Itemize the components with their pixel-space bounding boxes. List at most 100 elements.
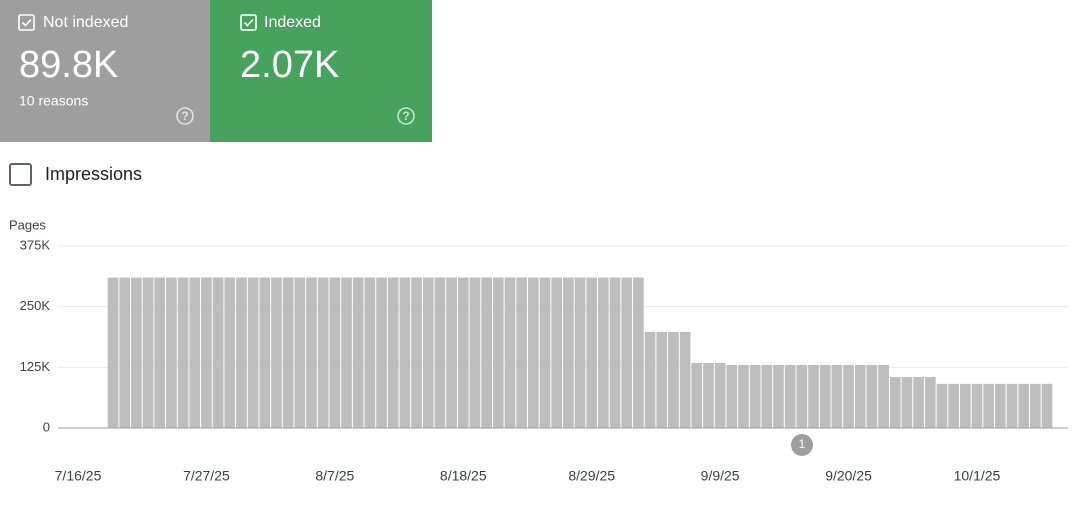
bar [294,277,306,428]
y-axis-label: Pages [9,217,46,232]
bar [784,364,796,428]
x-tick-label: 9/20/25 [825,468,872,484]
card-checkboxes [18,14,415,125]
help-icons: ?? [181,109,409,123]
bar [598,277,609,428]
bar [1041,383,1053,428]
bar [563,277,574,428]
bar [189,277,201,428]
card-label: Indexed [264,14,321,31]
bar [843,364,854,428]
card-not-indexed[interactable] [0,0,210,142]
bar [422,277,434,428]
svg-text:?: ? [402,109,409,123]
bar [808,364,819,428]
bar [492,277,504,428]
bar [119,277,131,428]
card-indexed[interactable] [210,0,432,142]
bar [527,277,539,428]
bar [317,277,329,428]
card-label: Not indexed [43,14,128,31]
annotation-label[interactable]: 1 [799,437,806,451]
x-tick-label: 8/7/25 [315,468,354,484]
bar [469,277,481,428]
bar [329,277,341,428]
bar [551,277,563,428]
bar [936,383,948,428]
impressions-label[interactable]: Impressions [45,164,142,184]
y-tick-label: 125K [20,359,51,374]
bar [714,362,726,428]
bar [633,277,644,428]
y-tick-label: 375K [20,237,51,252]
bar [1030,383,1041,428]
bar [878,364,889,428]
x-tick-label: 8/29/25 [568,468,615,484]
x-tick-label: 7/27/25 [183,468,230,484]
x-tick-label: 8/18/25 [440,468,487,484]
bar [796,364,808,428]
bar [504,277,516,428]
bar [668,331,679,428]
bar [574,277,586,428]
bar [621,277,633,428]
bar [773,364,784,428]
bar [154,277,166,428]
bar [901,377,913,428]
bar [107,277,119,428]
bar [656,331,668,428]
bar [959,383,971,428]
bar [352,277,364,428]
impressions-checkbox[interactable] [9,163,32,186]
bar [399,277,411,428]
bar [516,277,527,428]
bar [738,364,749,428]
bar [481,277,492,428]
bar [703,362,714,428]
card-value: 89.8K [19,44,118,86]
bar [224,277,236,428]
bar [457,277,469,428]
bar [142,277,154,428]
bar [341,277,352,428]
bar [212,277,224,428]
bar [679,331,691,428]
x-tick-label: 9/9/25 [701,468,740,484]
bar [166,277,177,428]
bar [854,364,866,428]
bar [971,383,983,428]
bar [364,277,376,428]
bar [889,377,901,428]
bar [201,277,212,428]
bar [983,383,994,428]
bar [749,364,761,428]
bar [726,364,738,428]
bar [539,277,551,428]
bar [948,383,959,428]
bar [913,377,924,428]
card-sub: 10 reasons [19,93,88,109]
y-tick-label: 0 [43,419,50,434]
bar [761,364,773,428]
bar [247,277,259,428]
bar [434,277,446,428]
bar [306,277,317,428]
bar [644,331,656,428]
bar [691,362,703,428]
bar [131,277,142,428]
bar [282,277,294,428]
bar [924,377,936,428]
bar [609,277,621,428]
bar [586,277,598,428]
annotation-marker[interactable] [791,434,813,456]
bar [376,277,387,428]
bar [411,277,422,428]
x-tick-label: 10/1/25 [954,468,1001,484]
bar [446,277,457,428]
bar [831,364,843,428]
card-value: 2.07K [240,44,339,86]
svg-text:?: ? [181,109,188,123]
y-tick-label: 250K [20,298,51,313]
bar [177,277,189,428]
